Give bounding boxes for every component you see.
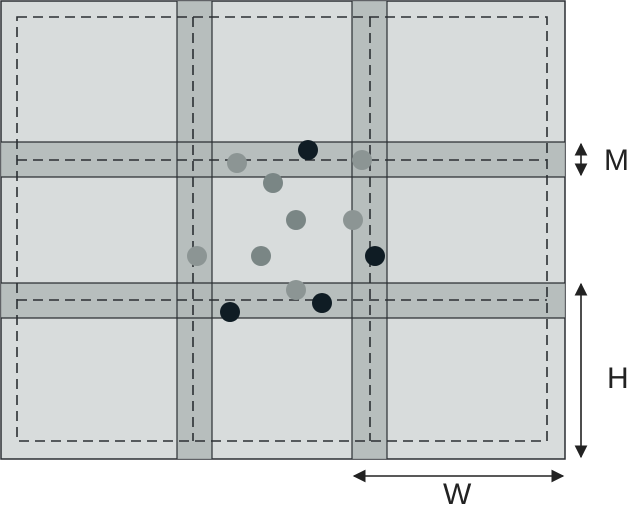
light-points	[187, 150, 372, 300]
point-light	[263, 173, 283, 193]
point-light	[352, 150, 372, 170]
point-dark	[365, 246, 385, 266]
height-label: H	[607, 362, 629, 395]
margin-label: M	[604, 144, 629, 177]
dark-points	[220, 140, 385, 322]
point-dark	[298, 140, 318, 160]
point-light	[227, 153, 247, 173]
tile-boundaries	[1, 1, 565, 459]
point-light	[286, 210, 306, 230]
point-dark	[220, 302, 240, 322]
point-light	[343, 210, 363, 230]
width-label: W	[443, 478, 472, 507]
point-dark	[312, 293, 332, 313]
point-light	[286, 280, 306, 300]
image-area	[0, 0, 566, 460]
dashed-tile-outlines	[16, 16, 548, 442]
point-light	[251, 246, 271, 266]
overlap-band-vertical-1	[177, 1, 212, 459]
point-light	[187, 246, 207, 266]
